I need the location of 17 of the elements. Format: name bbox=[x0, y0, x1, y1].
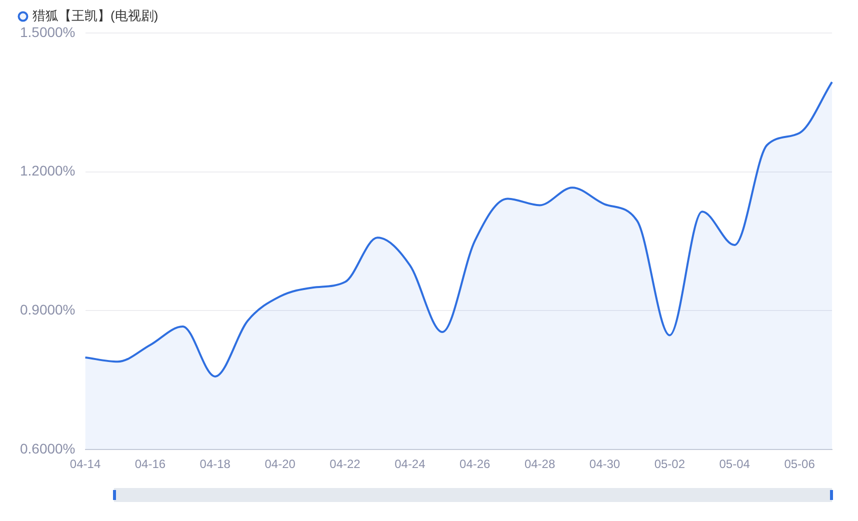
x-tick-label: 04-14 bbox=[70, 457, 101, 472]
x-tick-label: 05-04 bbox=[719, 457, 750, 472]
y-tick-label: 0.9000% bbox=[20, 302, 76, 318]
y-tick-label: 1.2000% bbox=[20, 162, 76, 179]
x-tick-label: 04-22 bbox=[330, 457, 361, 472]
y-tick-label: 0.6000% bbox=[20, 440, 76, 456]
x-tick-label: 04-24 bbox=[394, 457, 426, 472]
x-tick-label: 04-28 bbox=[524, 457, 556, 472]
y-tick-label: 1.5000% bbox=[20, 24, 76, 40]
x-tick-label: 04-30 bbox=[589, 457, 620, 472]
legend-label: 猎狐【王凯】(电视剧) bbox=[32, 8, 158, 24]
x-tick-label: 04-18 bbox=[200, 457, 231, 472]
x-tick-label: 04-16 bbox=[134, 457, 166, 472]
x-tick-label: 04-26 bbox=[460, 457, 491, 472]
x-tick-label: 05-02 bbox=[654, 457, 686, 472]
x-tick-label: 05-06 bbox=[784, 457, 816, 472]
x-tick-label: 04-20 bbox=[264, 457, 296, 472]
